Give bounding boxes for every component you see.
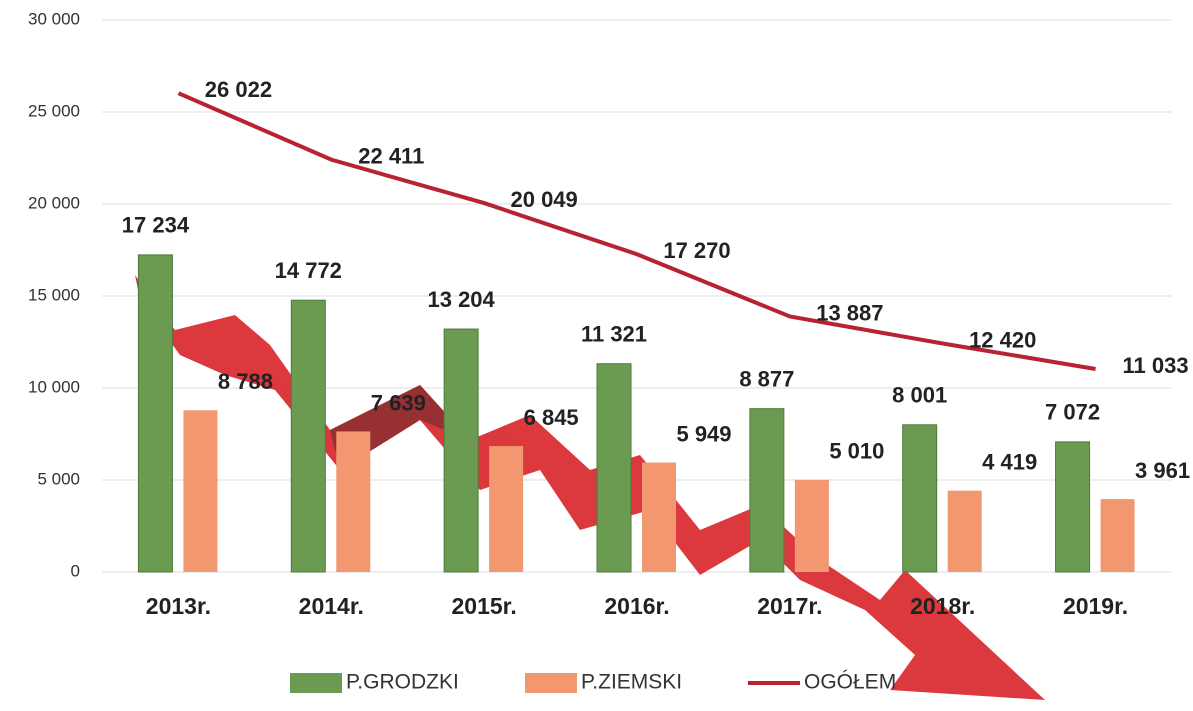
data-label: 8 001: [892, 383, 947, 408]
y-tick-label: 5 000: [37, 469, 80, 488]
y-tick-label: 30 000: [28, 9, 80, 28]
bar: [336, 431, 370, 572]
bar: [183, 410, 217, 572]
data-label: 13 887: [816, 300, 883, 325]
legend-label: P.GRODZKI: [346, 671, 459, 694]
data-label: 22 411: [358, 143, 424, 168]
x-tick-label: 2014r.: [299, 593, 364, 619]
bar: [795, 480, 829, 572]
data-label: 8 877: [739, 366, 794, 391]
x-tick-label: 2018r.: [910, 593, 975, 619]
data-label: 7 639: [371, 390, 426, 415]
y-tick-label: 10 000: [28, 377, 80, 396]
data-label: 17 234: [122, 213, 190, 238]
data-label: 8 788: [218, 369, 273, 394]
x-tick-label: 2019r.: [1063, 593, 1128, 619]
data-label: 26 022: [205, 77, 272, 102]
data-label: 11 033: [1123, 353, 1189, 378]
bar: [138, 255, 172, 572]
x-tick-label: 2016r.: [604, 593, 669, 619]
data-label: 5 010: [829, 439, 884, 464]
data-label: 6 845: [524, 405, 579, 430]
legend-swatch: [290, 673, 342, 693]
y-tick-label: 0: [71, 561, 80, 580]
x-tick-label: 2013r.: [146, 593, 211, 619]
bar: [597, 364, 631, 572]
y-tick-label: 15 000: [28, 285, 80, 304]
legend-swatch: [525, 673, 577, 693]
bar: [1056, 442, 1090, 572]
data-label: 20 049: [510, 187, 577, 212]
data-label: 5 949: [676, 421, 731, 446]
data-label: 13 204: [427, 287, 495, 312]
data-label: 12 420: [969, 327, 1036, 352]
data-label: 3 961: [1135, 458, 1190, 483]
data-label: 17 270: [663, 238, 730, 263]
data-label: 7 072: [1045, 400, 1100, 425]
bar: [1101, 499, 1135, 572]
bar: [903, 425, 937, 572]
y-tick-label: 25 000: [28, 101, 80, 120]
bar: [750, 409, 784, 572]
bar: [948, 491, 982, 572]
data-label: 14 772: [275, 258, 342, 283]
legend-label: P.ZIEMSKI: [581, 671, 682, 694]
chart: 0 5 000 10 000 15 000 20 000 25 000 30 000 17 2…: [0, 0, 1193, 711]
x-tick-label: 2017r.: [757, 593, 822, 619]
bar: [489, 446, 523, 572]
bar: [291, 300, 325, 572]
x-tick-label: 2015r.: [452, 593, 517, 619]
legend-label: OGÓŁEM: [804, 671, 896, 694]
bar: [642, 463, 676, 572]
data-label: 11 321: [581, 322, 647, 347]
data-label: 4 419: [982, 450, 1037, 475]
y-tick-label: 20 000: [28, 193, 80, 212]
bar: [444, 329, 478, 572]
